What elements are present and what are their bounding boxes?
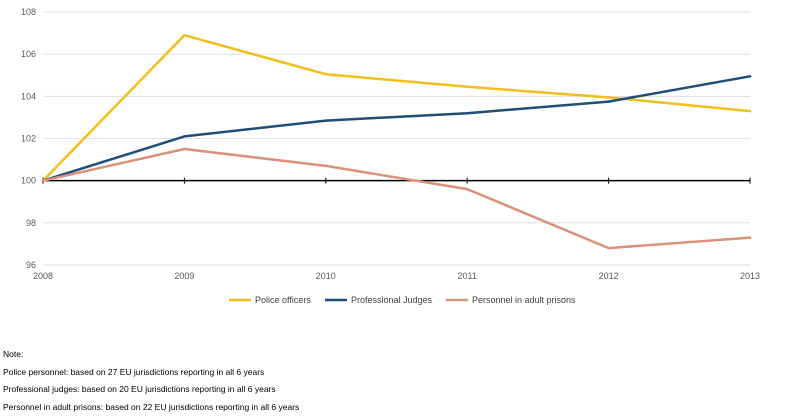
note-line-police: Police personnel: based on 27 EU jurisdi… [3, 364, 299, 382]
x-tick-label: 2011 [458, 271, 477, 281]
y-axis-ticks: 96 98 100 102 104 106 108 [21, 7, 36, 270]
legend-label: Professional Judges [351, 295, 433, 305]
x-tick-label: 2010 [316, 271, 336, 281]
data-point [749, 236, 751, 238]
notes-section: Note: Police personnel: based on 27 EU j… [3, 346, 299, 416]
data-point [325, 73, 327, 75]
data-point [466, 188, 468, 190]
data-point [466, 112, 468, 114]
x-tick-label: 2008 [33, 271, 53, 281]
x-tick-label: 2009 [174, 271, 194, 281]
data-point [325, 165, 327, 167]
y-tick-label: 108 [21, 7, 36, 17]
y-tick-label: 96 [26, 260, 36, 270]
series-lines [42, 34, 751, 249]
data-point [749, 75, 751, 77]
data-point [749, 110, 751, 112]
gridlines [43, 12, 750, 265]
legend: Police officers Professional Judges Person… [229, 295, 576, 305]
data-point [183, 148, 185, 150]
data-point [607, 96, 609, 98]
x-tick-label: 2012 [599, 271, 619, 281]
y-tick-label: 100 [21, 176, 36, 186]
notes-heading: Note: [3, 346, 299, 364]
data-point [325, 119, 327, 121]
y-tick-label: 104 [21, 91, 36, 101]
x-axis-ticks: 2008 2009 2010 2011 2012 2013 [33, 271, 760, 281]
series-line-2 [43, 149, 750, 248]
y-tick-label: 102 [21, 134, 36, 144]
note-line-prisons: Personnel in adult prisons: based on 22 … [3, 399, 299, 416]
data-point [607, 100, 609, 102]
data-point [42, 179, 44, 181]
series-line-1 [43, 76, 750, 180]
legend-label: Police officers [255, 295, 311, 305]
data-point [183, 34, 185, 36]
legend-label: Personnel in adult prisons [472, 295, 576, 305]
y-tick-label: 98 [26, 218, 36, 228]
note-line-judges: Professional judges: based on 20 EU juri… [3, 381, 299, 399]
data-point [607, 247, 609, 249]
x-tick-label: 2013 [740, 271, 760, 281]
data-point [183, 135, 185, 137]
series-line-0 [43, 35, 750, 181]
line-chart: 96 98 100 102 104 106 108 2008 2009 2010 2011 2012… [0, 0, 800, 340]
y-tick-label: 106 [21, 49, 36, 59]
data-point [466, 86, 468, 88]
